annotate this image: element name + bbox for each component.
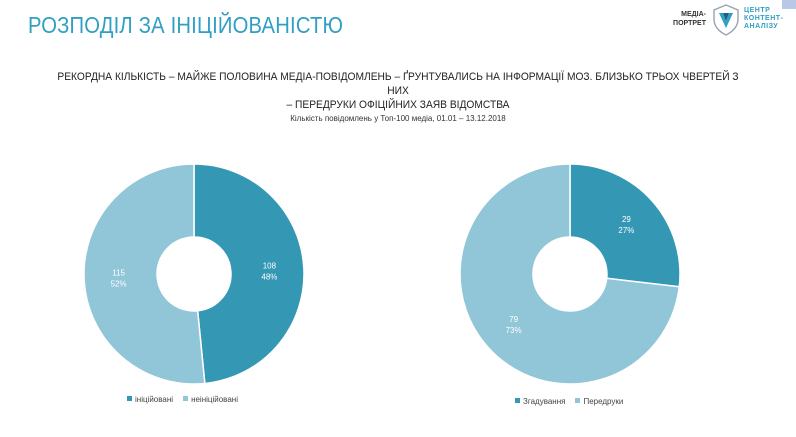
chart-1-slice-1	[459, 163, 681, 385]
legend-reprints: Згадування Передруки	[515, 397, 633, 406]
logo-left-line-1: МЕДІА-	[681, 11, 706, 18]
logo: МЕДІА- ПОРТРЕТ ЦЕНТР КОНТЕНТ- АНАЛІЗУ	[668, 4, 790, 40]
page-title: РОЗПОДІЛ ЗА ІНІЦІЙОВАНІСТЮ	[28, 12, 344, 38]
chart-1-legend-item-1: Передруки	[575, 397, 623, 406]
chart-1-legend-swatch-0	[515, 398, 520, 403]
logo-text-right: ЦЕНТР КОНТЕНТ- АНАЛІЗУ	[744, 7, 783, 31]
chart-0-slice-0-percent: 48%	[261, 272, 277, 281]
chart-1-legend-item-0: Згадування	[515, 397, 565, 406]
chart-1-slice-0-value: 29	[622, 215, 631, 224]
chart-1-slice-1-value: 79	[509, 315, 518, 324]
chart-1-legend-label-0: Згадування	[523, 397, 566, 406]
chart-0-slice-1-value: 115	[112, 269, 125, 278]
chart-1-slice-0	[569, 163, 681, 288]
chart-0-legend-swatch-0	[127, 396, 132, 401]
chart-1-slice-1-percent: 73%	[506, 326, 522, 335]
chart-0-legend-label-1: неініційовані	[191, 395, 238, 404]
logo-right-line-1: ЦЕНТР	[744, 7, 771, 14]
chart-subtitle: Кількість повідомлень у Топ-100 медіа, 0…	[290, 114, 506, 123]
chart-0-legend-item-0: ініційовані	[127, 395, 173, 404]
chart-0-slice-1	[83, 163, 206, 385]
logo-right-line-3: АНАЛІЗУ	[744, 23, 779, 30]
headline-line-1: РЕКОРДНА КІЛЬКІСТЬ – МАЙЖЕ ПОЛОВИНА МЕДІ…	[57, 71, 739, 97]
chart-0-slice-1-percent: 52%	[111, 280, 127, 289]
chart-0-legend-item-1: неініційовані	[183, 395, 238, 404]
chart-1-legend-label-1: Передруки	[583, 397, 624, 406]
corner-decoration	[782, 0, 796, 9]
headline: РЕКОРДНА КІЛЬКІСТЬ – МАЙЖЕ ПОЛОВИНА МЕДІ…	[46, 70, 749, 112]
chart-1-slice-0-percent: 27%	[618, 226, 634, 235]
chart-0-slice-0-value: 108	[263, 261, 277, 270]
headline-line-2: – ПЕРЕДРУКИ ОФІЦІЙНИХ ЗАЯВ ВІДОМСТВА	[286, 99, 510, 111]
chart-0-legend-swatch-1	[183, 396, 189, 401]
chart-0-slice-0	[193, 163, 305, 385]
chart-0-legend-label-0: ініційовані	[135, 395, 174, 404]
chart-1-legend-swatch-1	[575, 398, 581, 403]
logo-left-line-2: ПОРТРЕТ	[673, 20, 706, 27]
logo-right-line-2: КОНТЕНТ-	[744, 15, 784, 22]
shield-logo-icon	[713, 4, 739, 36]
legend-initiated: ініційовані неініційовані	[127, 395, 248, 404]
logo-text-left: МЕДІА- ПОРТРЕТ	[673, 10, 706, 28]
